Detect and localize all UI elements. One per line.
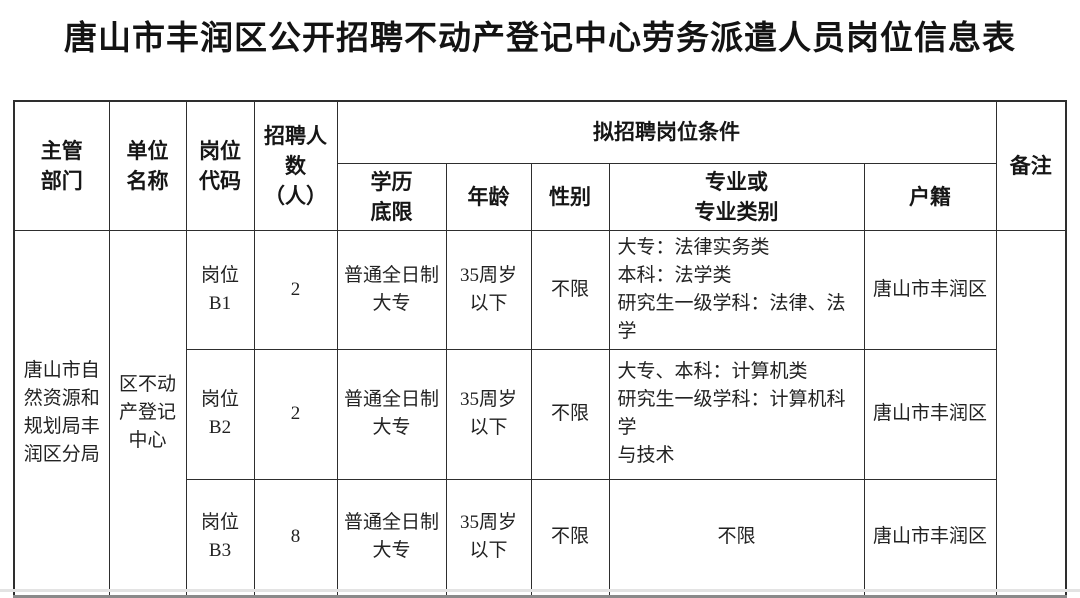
page-title: 唐山市丰润区公开招聘不动产登记中心劳务派遣人员岗位信息表 bbox=[64, 21, 1016, 57]
cell-hukou: 唐山市丰润区 bbox=[863, 348, 997, 480]
cell-dept-merged: 唐山市自 然资源和 规划局丰 润区分局 bbox=[13, 229, 110, 597]
cell-age: 35周岁 以下 bbox=[445, 348, 532, 480]
cell-major: 不限 bbox=[608, 478, 865, 597]
cell-education: 普通全日制 大专 bbox=[336, 348, 447, 480]
cell-code: 岗位B2 bbox=[185, 348, 255, 480]
cell-education: 普通全日制 大专 bbox=[336, 478, 447, 597]
header-education: 学历 底限 bbox=[336, 162, 447, 231]
header-row-top: 主管 部门 单位 名称 岗位 代码 招聘人 数 （人） 拟招聘岗位条件 备注 bbox=[13, 100, 1067, 231]
header-count: 招聘人 数 （人） bbox=[253, 100, 338, 231]
header-code: 岗位 代码 bbox=[185, 100, 255, 231]
cell-major: 大专：法律实务类 本科：法学类 研究生一级学科：法律、法学 bbox=[608, 229, 865, 350]
cell-age: 35周岁 以下 bbox=[445, 229, 532, 350]
cell-unit-merged: 区不动 产登记 中心 bbox=[108, 229, 187, 597]
table-row: 唐山市自 然资源和 规划局丰 润区分局 区不动 产登记 中心 岗位B1 2 普通… bbox=[13, 229, 1067, 597]
header-age: 年龄 bbox=[445, 162, 532, 231]
cell-count: 8 bbox=[253, 478, 338, 597]
cell-education: 普通全日制 大专 bbox=[336, 229, 447, 350]
cell-gender: 不限 bbox=[530, 348, 610, 480]
header-gender: 性别 bbox=[530, 162, 610, 231]
header-remark: 备注 bbox=[995, 100, 1067, 231]
header-hukou: 户籍 bbox=[863, 162, 997, 231]
header-conditions-group: 拟招聘岗位条件 bbox=[336, 100, 997, 164]
cell-hukou: 唐山市丰润区 bbox=[863, 229, 997, 350]
cell-gender: 不限 bbox=[530, 478, 610, 597]
cell-code: 岗位B3 bbox=[185, 478, 255, 597]
cell-hukou: 唐山市丰润区 bbox=[863, 478, 997, 597]
table-row: 岗位B3 8 普通全日制 大专 35周岁 以下 不限 不限 唐山市丰润区 bbox=[14, 478, 1066, 597]
cell-remark-merged bbox=[995, 229, 1067, 597]
job-info-table: 主管 部门 单位 名称 岗位 代码 招聘人 数 （人） 拟招聘岗位条件 备注 学… bbox=[13, 100, 1067, 598]
cell-gender: 不限 bbox=[530, 229, 610, 350]
cell-code: 岗位B1 bbox=[185, 229, 255, 350]
cell-major: 大专、本科：计算机类 研究生一级学科：计算机科学 与技术 bbox=[608, 348, 865, 480]
header-row-sub: 学历 底限 年龄 性别 专业或 专业类别 户籍 bbox=[14, 162, 1066, 231]
header-dept: 主管 部门 bbox=[13, 100, 110, 231]
table-row: 岗位B2 2 普通全日制 大专 35周岁 以下 不限 大专、本科：计算机类 研究… bbox=[14, 348, 1066, 480]
cell-count: 2 bbox=[253, 348, 338, 480]
header-major: 专业或 专业类别 bbox=[608, 162, 865, 231]
header-unit: 单位 名称 bbox=[108, 100, 187, 231]
table-bottom-shadow bbox=[0, 589, 1080, 592]
cell-age: 35周岁 以下 bbox=[445, 478, 532, 597]
cell-count: 2 bbox=[253, 229, 338, 350]
